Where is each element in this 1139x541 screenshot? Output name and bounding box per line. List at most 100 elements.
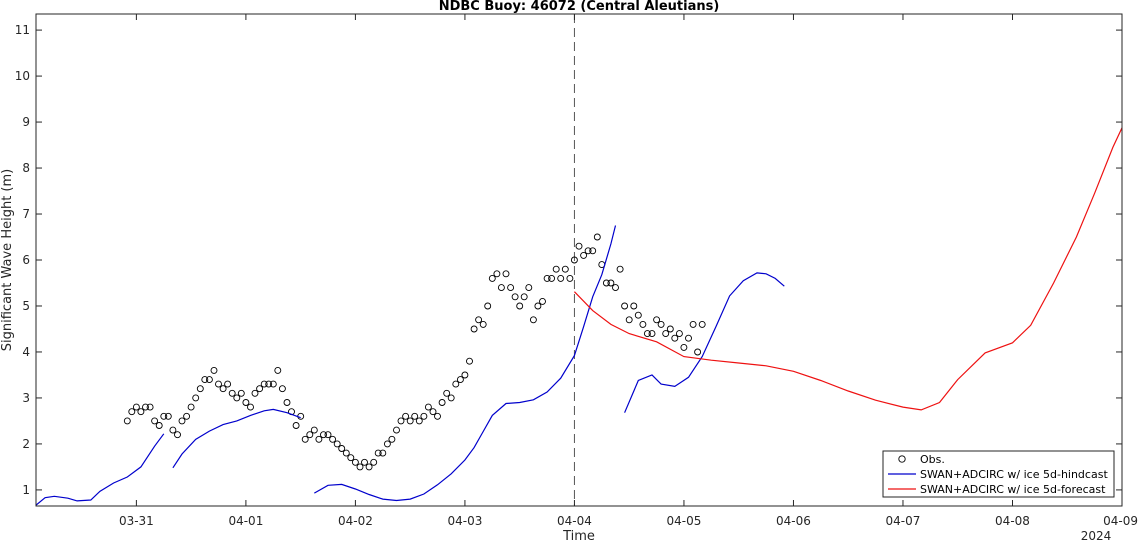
obs-point-45 <box>329 435 337 443</box>
obs-point-75 <box>466 357 473 365</box>
obs-point-67 <box>429 408 437 416</box>
obs-point-112 <box>634 311 642 319</box>
obs-point-35 <box>283 399 291 406</box>
obs-point-24 <box>233 394 241 402</box>
obs-point-41 <box>310 426 318 434</box>
obs-point-50 <box>351 458 359 466</box>
obs-point-54 <box>370 458 378 466</box>
y-tick-label: 10 <box>15 69 30 83</box>
obs-point-57 <box>383 440 391 448</box>
obs-point-52 <box>361 458 368 466</box>
plot-border <box>35 13 1123 507</box>
y-tick-label: 11 <box>15 23 30 37</box>
obs-point-55 <box>374 449 382 457</box>
obs-point-119 <box>666 325 674 333</box>
obs-point-108 <box>616 265 624 273</box>
obs-point-49 <box>347 454 355 462</box>
obs-point-53 <box>365 463 373 471</box>
obs-point-106 <box>607 279 615 287</box>
obs-point-74 <box>461 371 469 379</box>
obs-point-105 <box>602 279 610 287</box>
obs-point-44 <box>324 431 332 439</box>
y-tick-label: 1 <box>22 483 30 497</box>
obs-point-8 <box>160 412 168 420</box>
obs-point-23 <box>228 389 236 397</box>
obs-point-113 <box>639 320 647 328</box>
obs-point-14 <box>187 403 195 411</box>
obs-point-37 <box>292 422 300 429</box>
obs-point-81 <box>493 270 501 278</box>
obs-point-63 <box>411 412 419 420</box>
obs-point-48 <box>342 449 350 457</box>
obs-point-4 <box>142 403 149 411</box>
obs-point-121 <box>675 330 683 338</box>
obs-point-20 <box>215 380 222 388</box>
obs-point-101 <box>584 247 592 255</box>
obs-point-111 <box>630 302 638 310</box>
obs-point-114 <box>643 330 651 338</box>
obs-point-95 <box>557 274 565 282</box>
obs-point-62 <box>406 417 414 425</box>
x-tick-label: 04-04 <box>557 514 592 528</box>
obs-point-5 <box>146 403 154 411</box>
obs-point-116 <box>653 316 661 324</box>
obs-point-80 <box>488 274 496 282</box>
x-tick-label: 04-07 <box>886 514 921 528</box>
obs-point-9 <box>164 412 172 420</box>
obs-point-6 <box>151 417 159 425</box>
x-tick-label: 04-03 <box>447 514 482 528</box>
series-1-segment-1 <box>172 408 301 469</box>
obs-point-115 <box>648 330 656 338</box>
obs-point-77 <box>475 316 483 324</box>
obs-point-85 <box>511 293 519 301</box>
obs-point-17 <box>201 376 209 384</box>
obs-point-94 <box>552 265 560 273</box>
obs-point-123 <box>685 334 692 342</box>
obs-point-100 <box>580 251 588 259</box>
year-label: 2024 <box>1081 529 1112 541</box>
obs-point-83 <box>502 270 510 278</box>
plot-background <box>36 14 1122 506</box>
obs-point-11 <box>174 431 181 439</box>
y-tick-label: 4 <box>22 345 30 359</box>
obs-point-21 <box>219 385 227 393</box>
obs-point-79 <box>484 302 492 310</box>
obs-point-28 <box>251 389 259 397</box>
obs-point-71 <box>447 394 455 402</box>
x-tick-label: 04-06 <box>776 514 811 528</box>
obs-point-87 <box>520 293 528 301</box>
obs-point-0 <box>123 417 131 425</box>
y-tick-label: 7 <box>22 207 30 221</box>
x-tick-label: 04-05 <box>667 514 702 528</box>
obs-point-25 <box>237 389 245 397</box>
legend-box <box>882 450 1115 498</box>
y-tick-label: 5 <box>22 299 30 313</box>
y-tick-label: 2 <box>22 437 30 451</box>
obs-point-122 <box>680 343 688 351</box>
obs-point-97 <box>566 274 574 282</box>
obs-point-89 <box>529 316 537 324</box>
legend-obs-marker <box>898 455 906 463</box>
obs-point-88 <box>525 284 533 292</box>
obs-point-66 <box>424 403 432 411</box>
x-tick-label: 04-01 <box>228 514 263 528</box>
y-tick-label: 9 <box>22 115 30 129</box>
series-1-segment-2 <box>314 225 617 502</box>
obs-point-18 <box>205 376 213 384</box>
series-1-segment-3 <box>624 272 785 413</box>
obs-point-33 <box>274 366 282 374</box>
obs-point-39 <box>301 435 309 443</box>
obs-point-60 <box>397 417 405 425</box>
obs-point-40 <box>306 431 314 439</box>
x-axis-label: Time <box>562 529 595 541</box>
x-tick-label: 03-31 <box>119 514 154 528</box>
obs-point-110 <box>625 316 633 324</box>
legend-entry: SWAN+ADCIRC w/ ice 5d-hindcast <box>920 468 1108 481</box>
obs-point-92 <box>543 274 551 282</box>
obs-point-1 <box>128 408 136 416</box>
obs-point-22 <box>224 380 232 388</box>
obs-point-120 <box>671 334 679 342</box>
obs-point-61 <box>402 412 410 420</box>
legend-entry: SWAN+ADCIRC w/ ice 5d-forecast <box>920 483 1106 496</box>
